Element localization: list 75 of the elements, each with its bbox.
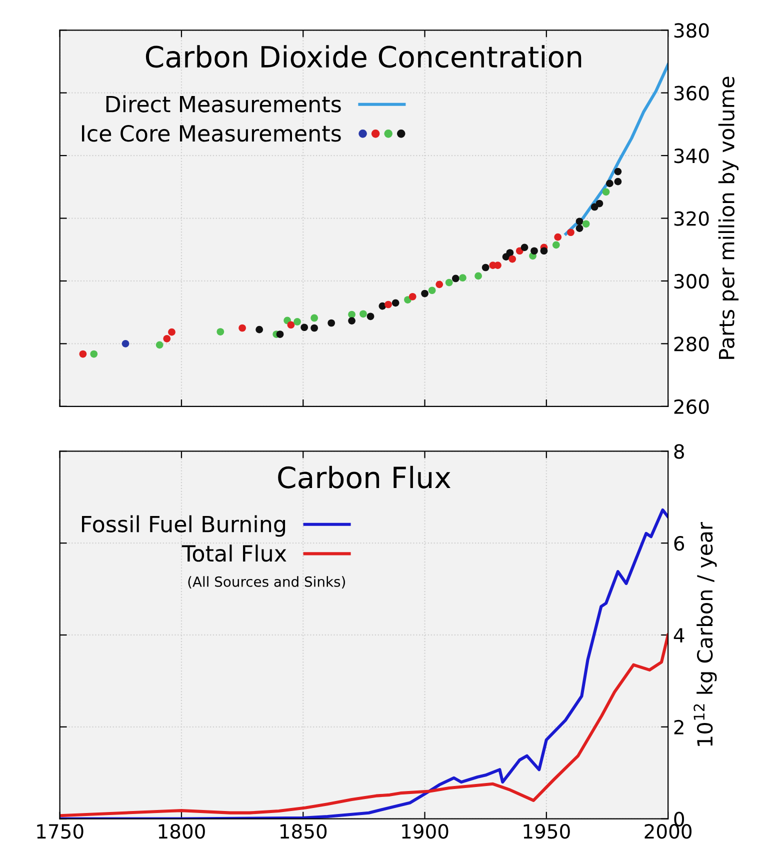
point (554, 233, 562, 241)
point (494, 262, 502, 269)
point (602, 188, 610, 196)
point (122, 340, 130, 348)
y-tick-label: 2 (674, 720, 684, 734)
point (408, 292, 416, 300)
point (79, 350, 87, 358)
point (508, 255, 516, 263)
point (300, 324, 308, 332)
annotation: (All Sources and Sinks) (188, 576, 345, 589)
y-tick-label: 300 (674, 274, 709, 289)
point (567, 228, 574, 236)
point (552, 241, 560, 249)
chart-title: Carbon Flux (278, 466, 450, 488)
point (482, 264, 490, 272)
y-tick-label: 6 (674, 536, 684, 551)
point (582, 220, 590, 228)
y-tick-label: 320 (674, 211, 709, 226)
point (614, 168, 622, 176)
point (436, 280, 444, 288)
point (310, 324, 318, 332)
point (328, 319, 336, 327)
point (421, 290, 428, 298)
point (360, 310, 367, 318)
x-tick-label: 2000 (644, 824, 692, 839)
point (156, 341, 164, 349)
x-tick-label: 1950 (524, 824, 570, 839)
point (366, 312, 374, 320)
point (90, 350, 98, 358)
y-tick-label: 360 (674, 86, 709, 101)
point (576, 218, 584, 226)
y-tick-label: 380 (674, 23, 709, 38)
point (428, 286, 436, 294)
chart-title: Carbon Dioxide Concentration (146, 45, 582, 68)
point (310, 314, 318, 322)
point (452, 274, 460, 282)
point (348, 310, 356, 318)
point (576, 224, 584, 232)
y-tick-label: 280 (674, 336, 709, 352)
x-tick-label: 1850 (280, 824, 327, 839)
legend-label: Total Flux (182, 544, 286, 562)
point (520, 244, 528, 252)
y-axis-title: 10$^{12}$ kg Carbon / year (694, 522, 717, 746)
point (216, 328, 224, 336)
point (540, 247, 548, 255)
point (384, 300, 392, 308)
legend-label: Fossil Fuel Burning (82, 515, 286, 537)
x-tick-label: 1800 (158, 824, 205, 839)
point (276, 330, 284, 338)
point (474, 272, 482, 280)
y-tick-label: 0 (674, 812, 684, 826)
y-tick-label: 8 (674, 444, 684, 459)
point (163, 334, 171, 342)
point (459, 274, 466, 282)
y-axis-title: Parts per million by volume (718, 76, 739, 359)
point (606, 180, 614, 188)
point (506, 249, 514, 256)
x-tick-label: 1900 (402, 824, 448, 839)
legend-label: Ice Core Measurements (82, 124, 341, 142)
point (238, 324, 246, 332)
point (287, 321, 295, 329)
point (168, 328, 176, 336)
point (348, 317, 356, 324)
point (294, 318, 301, 326)
y-tick-label: 4 (674, 628, 684, 642)
legend-label: Direct Measurements (106, 95, 341, 112)
point (445, 278, 453, 286)
x-tick-label: 1750 (37, 824, 84, 839)
point (392, 299, 400, 307)
point (256, 326, 263, 334)
point (596, 200, 604, 208)
y-tick-label: 260 (674, 399, 709, 414)
point (614, 178, 622, 186)
y-tick-label: 340 (674, 148, 709, 164)
point (530, 247, 538, 255)
